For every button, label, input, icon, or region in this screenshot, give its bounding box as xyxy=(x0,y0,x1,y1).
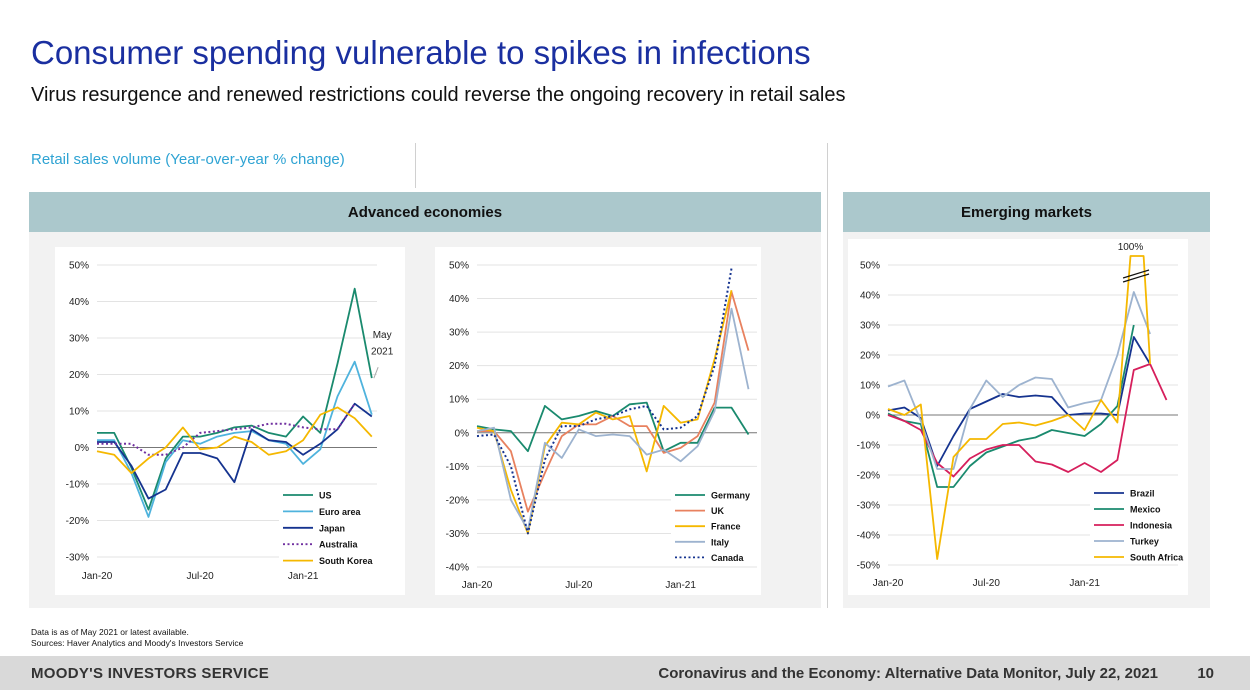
divider-left xyxy=(415,143,416,188)
chart-emerging-svg: 50% 40% 30% 20% 10% 0% -10% -20% -30% -40% -50% Jan… xyxy=(857,242,1185,589)
y-tick-label: 50% xyxy=(449,261,469,272)
y-tick-label: 50% xyxy=(69,261,89,272)
y-tick-label: 20% xyxy=(449,361,469,372)
emerging-panel-header: Emerging markets xyxy=(843,192,1210,232)
legend-label: Indonesia xyxy=(1130,521,1173,531)
y-tick-label: -30% xyxy=(446,529,469,540)
y-tick-label: 10% xyxy=(69,407,89,418)
y-tick-label: 40% xyxy=(860,291,880,302)
y-tick-label: -10% xyxy=(857,441,880,452)
series-line-france xyxy=(476,289,733,535)
y-tick-label: -40% xyxy=(446,563,469,574)
annotation: May xyxy=(373,330,392,341)
page-number: 10 xyxy=(1197,664,1214,682)
series-line-indonesia xyxy=(887,363,1168,478)
y-tick-label: -20% xyxy=(446,495,469,506)
y-tick-label: 30% xyxy=(860,321,880,332)
y-tick-label: -20% xyxy=(857,471,880,482)
chart-advanced-1-svg: 50% 40% 30% 20% 10% 0% -10% -20% -30% Jan-20 Jul-2… xyxy=(66,261,394,583)
legend-label: UK xyxy=(711,506,724,516)
series-line-italy xyxy=(476,307,750,532)
x-tick-label: Jan-20 xyxy=(82,571,113,582)
legend-label: Euro area xyxy=(319,507,362,517)
legend-label: Canada xyxy=(711,553,745,563)
x-tick-label: Jul-20 xyxy=(186,571,214,582)
series-line-south-korea xyxy=(96,406,373,475)
y-tick-label: 0% xyxy=(866,411,881,422)
y-tick-label: -10% xyxy=(446,462,469,473)
series-line-euro-area xyxy=(97,360,373,518)
y-tick-label: 10% xyxy=(860,381,880,392)
legend-label: Japan xyxy=(319,523,345,533)
legend-label: South Africa xyxy=(1130,553,1184,563)
y-tick-label: 0% xyxy=(75,443,90,454)
chart-advanced-2-svg: 50% 40% 30% 20% 10% 0% -10% -20% -30% -40% Jan-20 J… xyxy=(446,261,757,591)
footnotes: Data is as of May 2021 or latest availab… xyxy=(31,627,243,649)
y-tick-label: 40% xyxy=(69,297,89,308)
chart-advanced-2: 50% 40% 30% 20% 10% 0% -10% -20% -30% -40% Jan-20 J… xyxy=(435,247,761,595)
annotation-leader xyxy=(373,367,379,379)
x-tick-label: Jan-21 xyxy=(665,580,696,591)
y-tick-label: 20% xyxy=(69,370,89,381)
legend-label: Turkey xyxy=(1130,537,1159,547)
y-tick-label: -40% xyxy=(857,531,880,542)
y-tick-label: 50% xyxy=(860,261,880,272)
axis-break-mark xyxy=(1122,269,1150,279)
y-tick-label: 10% xyxy=(449,395,469,406)
y-tick-label: 40% xyxy=(449,294,469,305)
series-line-japan xyxy=(97,402,373,500)
annotation: 100% xyxy=(1118,242,1144,253)
chart-emerging: 50% 40% 30% 20% 10% 0% -10% -20% -30% -40% -50% Jan… xyxy=(848,239,1188,595)
y-tick-label: 30% xyxy=(69,334,89,345)
page-title: Consumer spending vulnerable to spikes i… xyxy=(31,34,811,71)
axis-break-mark xyxy=(1122,273,1150,283)
legend-label: Germany xyxy=(711,491,750,501)
footer-document-title: Coronavirus and the Economy: Alternative… xyxy=(658,664,1158,682)
legend-label: France xyxy=(711,522,741,532)
y-tick-label: -20% xyxy=(66,516,89,527)
footer-bar: MOODY'S INVESTORS SERVICE Coronavirus an… xyxy=(0,656,1250,690)
y-tick-label: 30% xyxy=(449,328,469,339)
series-line-canada xyxy=(476,268,733,535)
note-sources: Sources: Haver Analytics and Moody's Inv… xyxy=(31,638,244,648)
y-tick-label: -50% xyxy=(857,561,880,572)
x-tick-label: Jan-20 xyxy=(873,578,904,589)
advanced-panel-header: Advanced economies xyxy=(29,192,821,232)
note-data-as-of: Data is as of May 2021 or latest availab… xyxy=(31,627,189,637)
y-tick-label: -10% xyxy=(66,480,89,491)
legend-box xyxy=(671,485,757,563)
legend-box xyxy=(279,485,387,567)
legend-label: Mexico xyxy=(1130,505,1161,515)
y-tick-label: 20% xyxy=(860,351,880,362)
x-tick-label: Jul-20 xyxy=(565,580,593,591)
annotation: 2021 xyxy=(371,346,394,357)
series-line-south-africa xyxy=(887,255,1151,560)
y-tick-label: -30% xyxy=(857,501,880,512)
chart-advanced-1: 50% 40% 30% 20% 10% 0% -10% -20% -30% Jan-20 Jul-2… xyxy=(55,247,405,595)
legend-label: Brazil xyxy=(1130,489,1155,499)
legend-label: Australia xyxy=(319,540,359,550)
x-tick-label: Jan-20 xyxy=(462,580,493,591)
x-tick-label: Jan-21 xyxy=(288,571,319,582)
series-line-uk xyxy=(477,290,750,513)
y-tick-label: 0% xyxy=(455,428,470,439)
legend-box xyxy=(1090,483,1184,563)
page-subtitle: Virus resurgence and renewed restriction… xyxy=(31,84,846,106)
x-tick-label: Jul-20 xyxy=(973,578,1001,589)
footer-brand: MOODY'S INVESTORS SERVICE xyxy=(31,664,270,682)
series-line-us xyxy=(97,287,373,511)
chart-caption: Retail sales volume (Year-over-year % ch… xyxy=(31,151,345,168)
y-tick-label: -30% xyxy=(66,553,89,564)
divider-right xyxy=(827,143,828,608)
legend-label: US xyxy=(319,491,332,501)
series-line-mexico xyxy=(887,324,1135,488)
series-line-turkey xyxy=(887,291,1151,470)
x-tick-label: Jan-21 xyxy=(1069,578,1100,589)
legend-label: South Korea xyxy=(319,556,373,566)
legend-label: Italy xyxy=(711,537,729,547)
